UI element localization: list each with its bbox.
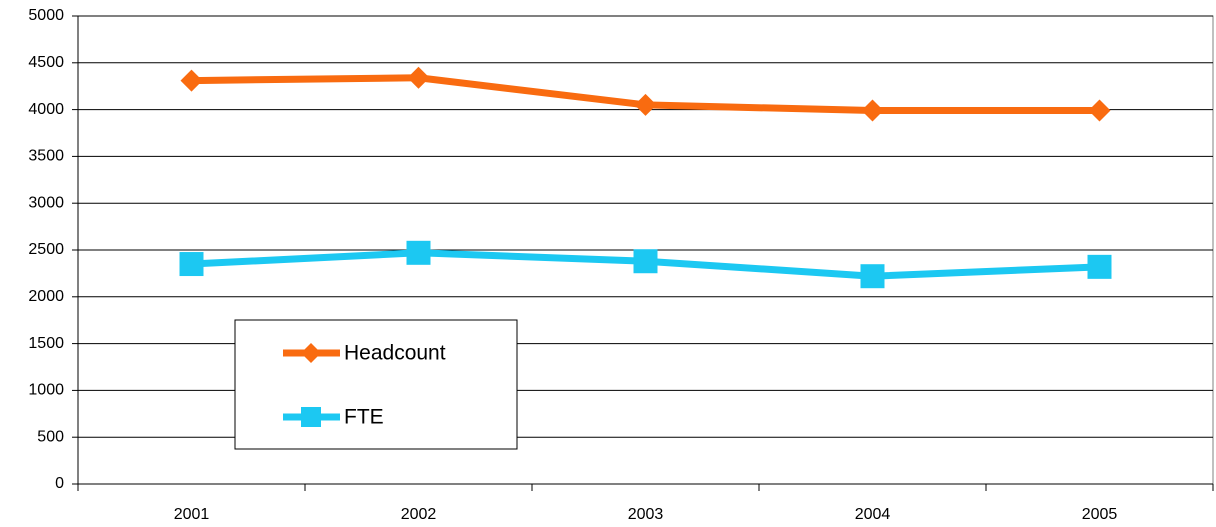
marker [406, 240, 431, 265]
legend-box [234, 319, 518, 450]
x-tick-label: 2003 [628, 506, 664, 523]
legend: Headcount FTE [234, 319, 518, 450]
legend-label: FTE [344, 406, 384, 429]
y-tick-label: 3000 [28, 194, 64, 211]
y-tick-label: 5000 [28, 7, 64, 24]
y-tick-label: 0 [55, 475, 64, 492]
y-tick-label: 4500 [28, 54, 64, 71]
x-tick-label: 2002 [401, 506, 437, 523]
marker [1087, 254, 1112, 279]
y-tick-label: 2000 [28, 288, 64, 305]
marker [861, 99, 884, 122]
y-tick-label: 3500 [28, 148, 64, 165]
marker [1088, 99, 1111, 122]
y-tick-label: 1000 [28, 382, 64, 399]
marker [180, 69, 203, 92]
marker [407, 66, 430, 89]
x-tick-label: 2001 [174, 506, 210, 523]
marker [179, 252, 204, 277]
y-tick-label: 4000 [28, 101, 64, 118]
legend-marker [301, 343, 321, 363]
x-tick-label: 2004 [855, 506, 891, 523]
y-tick-label: 1500 [28, 335, 64, 352]
marker [633, 249, 658, 274]
y-tick-label: 2500 [28, 241, 64, 258]
marker [860, 264, 885, 289]
legend-marker [301, 407, 321, 427]
x-tick-label: 2005 [1082, 506, 1118, 523]
marker [634, 93, 657, 116]
legend-label: Headcount [344, 342, 446, 365]
y-tick-label: 500 [37, 428, 64, 445]
